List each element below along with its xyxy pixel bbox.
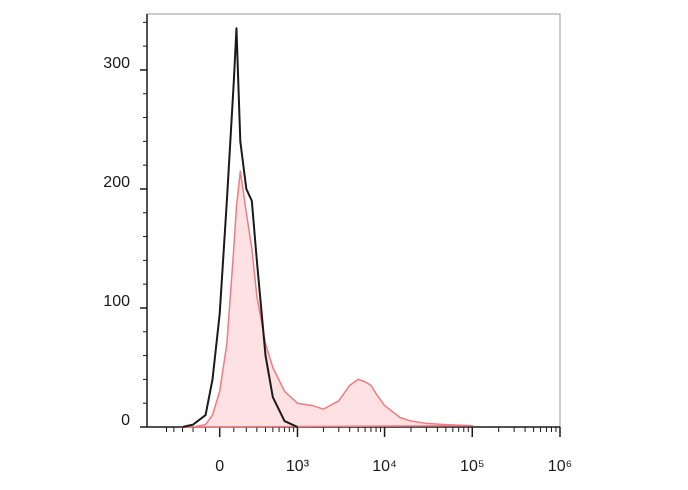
x-tick-label: 10³ bbox=[286, 458, 310, 475]
x-tick-label: 10⁴ bbox=[372, 458, 397, 475]
x-tick-label: 10⁵ bbox=[460, 458, 484, 475]
x-tick-label: 0 bbox=[215, 458, 224, 475]
y-tick-label: 200 bbox=[103, 174, 130, 191]
histogram-line bbox=[181, 170, 474, 428]
y-tick-label: 300 bbox=[103, 55, 130, 72]
histogram-line bbox=[182, 27, 298, 428]
y-tick-label: 100 bbox=[103, 293, 130, 310]
plot-frame bbox=[146, 13, 561, 428]
y-tick-label: 0 bbox=[121, 412, 130, 429]
x-tick-label: 10⁶ bbox=[548, 458, 572, 475]
